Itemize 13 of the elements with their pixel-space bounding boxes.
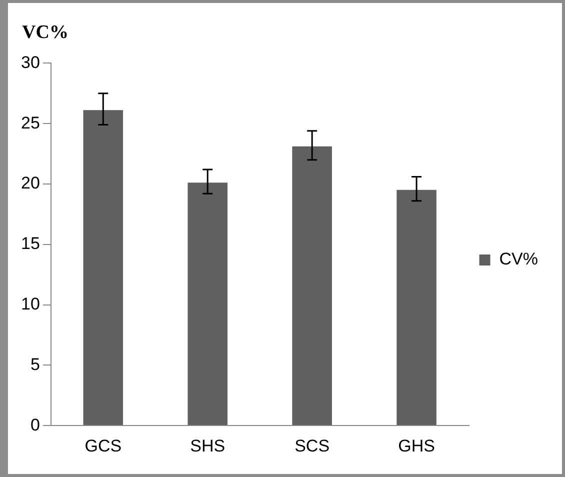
x-tick-label: SCS [294,436,330,456]
legend-label: CV% [499,250,538,269]
x-tick-label: GHS [398,436,435,456]
y-tick-label: 15 [20,234,40,254]
y-tick-label: 5 [30,354,40,374]
y-tick-label: 30 [20,52,40,72]
y-tick-label: 25 [20,113,40,132]
chart-title: VC% [22,22,68,44]
y-tick-label: 0 [30,415,40,434]
y-tick-label: 20 [20,174,40,193]
x-tick-label: GCS [84,436,122,456]
y-tick-label: 10 [20,294,40,314]
x-tick-label: SHS [190,436,226,456]
